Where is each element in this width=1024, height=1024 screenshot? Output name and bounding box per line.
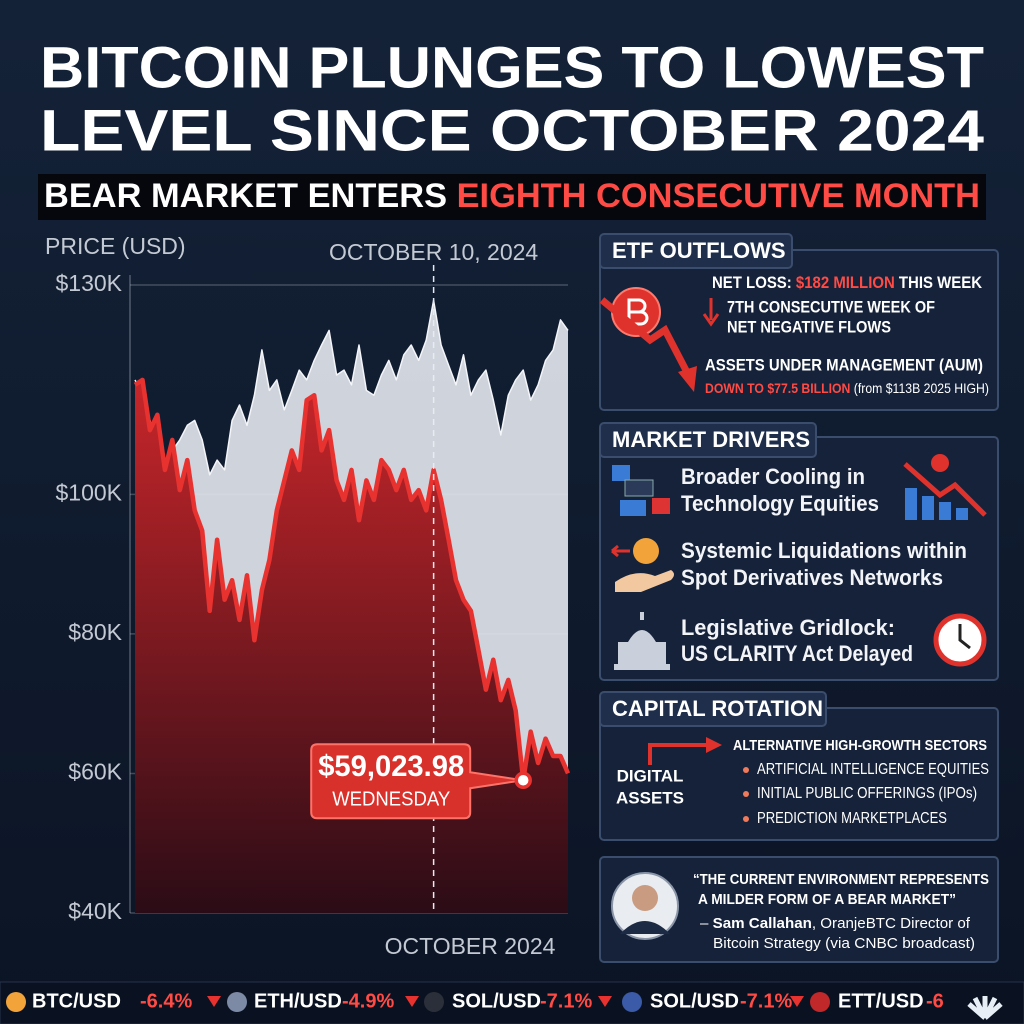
tech-icon	[612, 465, 670, 516]
x-tick-label: OCTOBER 10, 2024	[329, 239, 538, 265]
sector: ARTIFICIAL INTELLIGENCE EQUITIES	[757, 761, 989, 778]
highlight: DOWN TO $77.5 BILLION	[705, 380, 850, 396]
y-tick-label: $60K	[68, 759, 122, 785]
down-triangle	[790, 996, 804, 1007]
ticker-change: -6.4%	[140, 990, 192, 1012]
subtitle-band	[38, 174, 986, 220]
bullet	[743, 767, 749, 773]
down-triangle	[207, 996, 221, 1007]
ticker-symbol: ETT/USD	[838, 990, 924, 1012]
driver-text: Legislative Gridlock:	[681, 615, 895, 640]
sector: PREDICTION MARKETPLACES	[757, 810, 947, 827]
ticker-icon	[622, 992, 642, 1012]
arrow-head	[706, 737, 722, 753]
ticker-change: -4.9%	[342, 990, 394, 1012]
panel-title: MARKET DRIVERS	[612, 427, 810, 452]
ticker-change: -7.1%	[540, 990, 592, 1012]
panel-tab	[599, 691, 827, 727]
panel-tab	[599, 233, 793, 269]
network-logo	[967, 996, 1003, 1020]
etf-net-loss: NET LOSS: $182 MILLION THIS WEEK	[712, 273, 983, 292]
down-triangle	[598, 996, 612, 1007]
ticker-change: -6	[926, 990, 944, 1012]
etf-streak: 7TH CONSECUTIVE WEEK OF	[727, 297, 935, 316]
text: THIS WEEK	[895, 273, 983, 292]
driver-text: Systemic Liquidations within	[681, 538, 967, 563]
ticker-symbol: SOL/USD	[452, 990, 541, 1012]
quote-panel	[599, 856, 999, 963]
bitcoin-glyph	[627, 298, 649, 326]
y-tick-label: $40K	[68, 898, 122, 924]
callout-note: WEDNESDAY	[332, 789, 450, 811]
down-arrow	[702, 298, 720, 327]
driver-text: Spot Derivatives Networks	[681, 565, 943, 590]
y-tick-label: $100K	[55, 479, 122, 505]
quote-line: “THE CURRENT ENVIRONMENT REPRESENTS	[693, 871, 989, 888]
quote-attribution: Bitcoin Strategy (via CNBC broadcast)	[713, 935, 975, 952]
ticker-symbol: BTC/USD	[32, 990, 121, 1012]
etf-panel	[599, 249, 999, 411]
title-line: BITCOIN PLUNGES TO LOWEST	[40, 35, 984, 100]
subtitle-part: BEAR MARKET ENTERS	[44, 177, 457, 215]
y-tick-label: $130K	[55, 270, 122, 296]
bullet	[743, 791, 749, 797]
avatar-body	[620, 921, 670, 934]
rotation-from: DIGITAL	[617, 766, 684, 785]
panel-title: CAPITAL ROTATION	[612, 696, 823, 721]
down-triangle	[405, 996, 419, 1007]
rotation-arrow	[648, 743, 708, 765]
driver-text: US CLARITY Act Delayed	[681, 641, 913, 666]
quote-attribution: – Sam Callahan, OranjeBTC Director of	[700, 915, 971, 932]
ticker-icon	[810, 992, 830, 1012]
ticker-icon	[227, 992, 247, 1012]
driver-text: Technology Equities	[681, 491, 879, 516]
price-chart: PRICE (USD) OCTOBER 2024 $40K $60K $80K $10…	[45, 233, 571, 959]
title-line: LEVEL SINCE OCTOBER 2024	[40, 98, 984, 163]
bullet	[743, 816, 749, 822]
trend-arrow	[599, 297, 694, 380]
sector: INITIAL PUBLIC OFFERINGS (IPOs)	[757, 785, 977, 802]
y-tick-label: $80K	[68, 619, 122, 645]
y-axis-label: PRICE (USD)	[45, 233, 186, 259]
ticker-bar	[0, 981, 1024, 1024]
text: (from $113B 2025 HIGH)	[850, 380, 989, 396]
liquidation-icon	[611, 538, 674, 592]
quote-line: A MILDER FORM OF A BEAR MARKET”	[698, 891, 956, 908]
arrow-head	[678, 366, 697, 392]
ticker-icon	[424, 992, 444, 1012]
speaker-name: Sam Callahan	[713, 915, 812, 932]
avatar-face	[632, 885, 658, 911]
point	[514, 771, 532, 790]
clock-icon	[933, 613, 987, 667]
capitol-icon	[614, 612, 670, 670]
panel-tab	[599, 422, 817, 458]
ticker-symbol: SOL/USD	[650, 990, 739, 1012]
rotation-to: ALTERNATIVE HIGH-GROWTH SECTORS	[733, 737, 987, 754]
etf-aum-detail: DOWN TO $77.5 BILLION (from $113B 2025 H…	[705, 380, 989, 396]
text: –	[700, 915, 713, 932]
subtitle: BEAR MARKET ENTERS EIGHTH CONSECUTIVE MO…	[44, 177, 980, 215]
etf-streak: NET NEGATIVE FLOWS	[727, 317, 891, 336]
data-label: $59,023.98	[318, 750, 464, 783]
etf-aum: ASSETS UNDER MANAGEMENT (AUM)	[705, 355, 983, 374]
line	[134, 299, 569, 476]
bar-down-icon	[903, 454, 987, 520]
panel-title: ETF OUTFLOWS	[612, 238, 786, 263]
highlight: $182 MILLION	[796, 273, 895, 292]
driver-text: Broader Cooling in	[681, 464, 865, 489]
rotation-from: ASSETS	[616, 788, 684, 807]
ticker: BTC/USD -6.4% ETH/USD -4.9% SOL/USD -7.1% SOL/…	[6, 990, 944, 1012]
text: , OranjeBTC Director of	[812, 915, 971, 932]
callout-box	[310, 743, 524, 820]
ticker-icon	[6, 992, 26, 1012]
x-axis-label: OCTOBER 2024	[385, 933, 556, 959]
line	[133, 377, 571, 783]
subtitle-highlight: EIGHTH CONSECUTIVE MONTH	[457, 177, 980, 215]
text: NET LOSS:	[712, 273, 796, 292]
ticker-symbol: ETH/USD	[254, 990, 342, 1012]
ticker-change: -7.1%	[740, 990, 792, 1012]
